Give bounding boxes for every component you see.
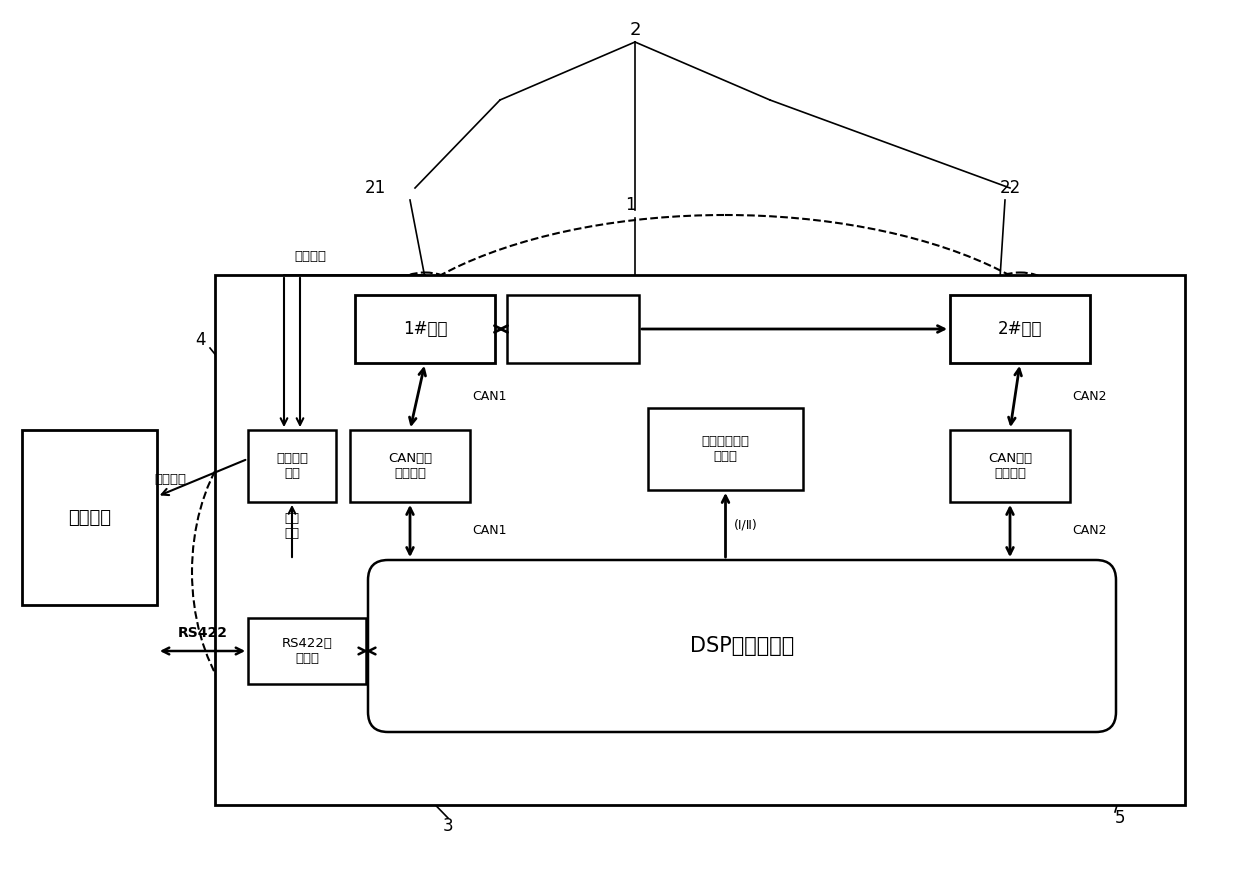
Text: 1#导弹: 1#导弹 xyxy=(403,320,447,338)
Text: RS422: RS422 xyxy=(177,626,228,640)
Text: (Ⅰ/Ⅱ): (Ⅰ/Ⅱ) xyxy=(733,519,757,532)
Bar xyxy=(248,618,366,684)
Text: 3: 3 xyxy=(442,817,453,835)
Text: CAN1: CAN1 xyxy=(472,525,507,538)
Bar xyxy=(22,430,157,605)
Bar xyxy=(648,408,803,490)
Text: RS422收
发电路: RS422收 发电路 xyxy=(281,637,332,665)
Text: 1: 1 xyxy=(624,196,636,214)
Text: 2: 2 xyxy=(629,21,641,39)
Text: 视频信号: 视频信号 xyxy=(294,251,326,264)
Bar xyxy=(356,295,496,363)
Bar xyxy=(248,430,336,502)
Text: CAN2: CAN2 xyxy=(1072,525,1106,538)
Text: 选通
控制: 选通 控制 xyxy=(285,512,300,540)
Text: 导弹加电、发
射电路: 导弹加电、发 射电路 xyxy=(701,435,750,463)
Text: DSP处理器模块: DSP处理器模块 xyxy=(690,636,794,656)
Bar xyxy=(950,295,1090,363)
Text: CAN1: CAN1 xyxy=(472,390,507,403)
Text: 22: 22 xyxy=(1000,179,1021,197)
Text: 2#导弹: 2#导弹 xyxy=(997,320,1042,338)
Bar xyxy=(507,295,639,363)
Text: 视频选通
电路: 视频选通 电路 xyxy=(276,452,309,480)
Bar xyxy=(216,275,1184,805)
Text: 5: 5 xyxy=(1115,809,1125,827)
Bar xyxy=(349,430,470,502)
Text: 视频信号: 视频信号 xyxy=(154,473,186,486)
Text: 4: 4 xyxy=(195,331,206,349)
Text: 火控设备: 火控设备 xyxy=(68,508,112,526)
FancyBboxPatch shape xyxy=(368,560,1116,732)
Text: CAN总线
收发电路: CAN总线 收发电路 xyxy=(987,452,1032,480)
Text: 21: 21 xyxy=(364,179,385,197)
Bar xyxy=(950,430,1070,502)
Text: CAN总线
收发电路: CAN总线 收发电路 xyxy=(388,452,432,480)
Text: CAN2: CAN2 xyxy=(1072,390,1106,403)
